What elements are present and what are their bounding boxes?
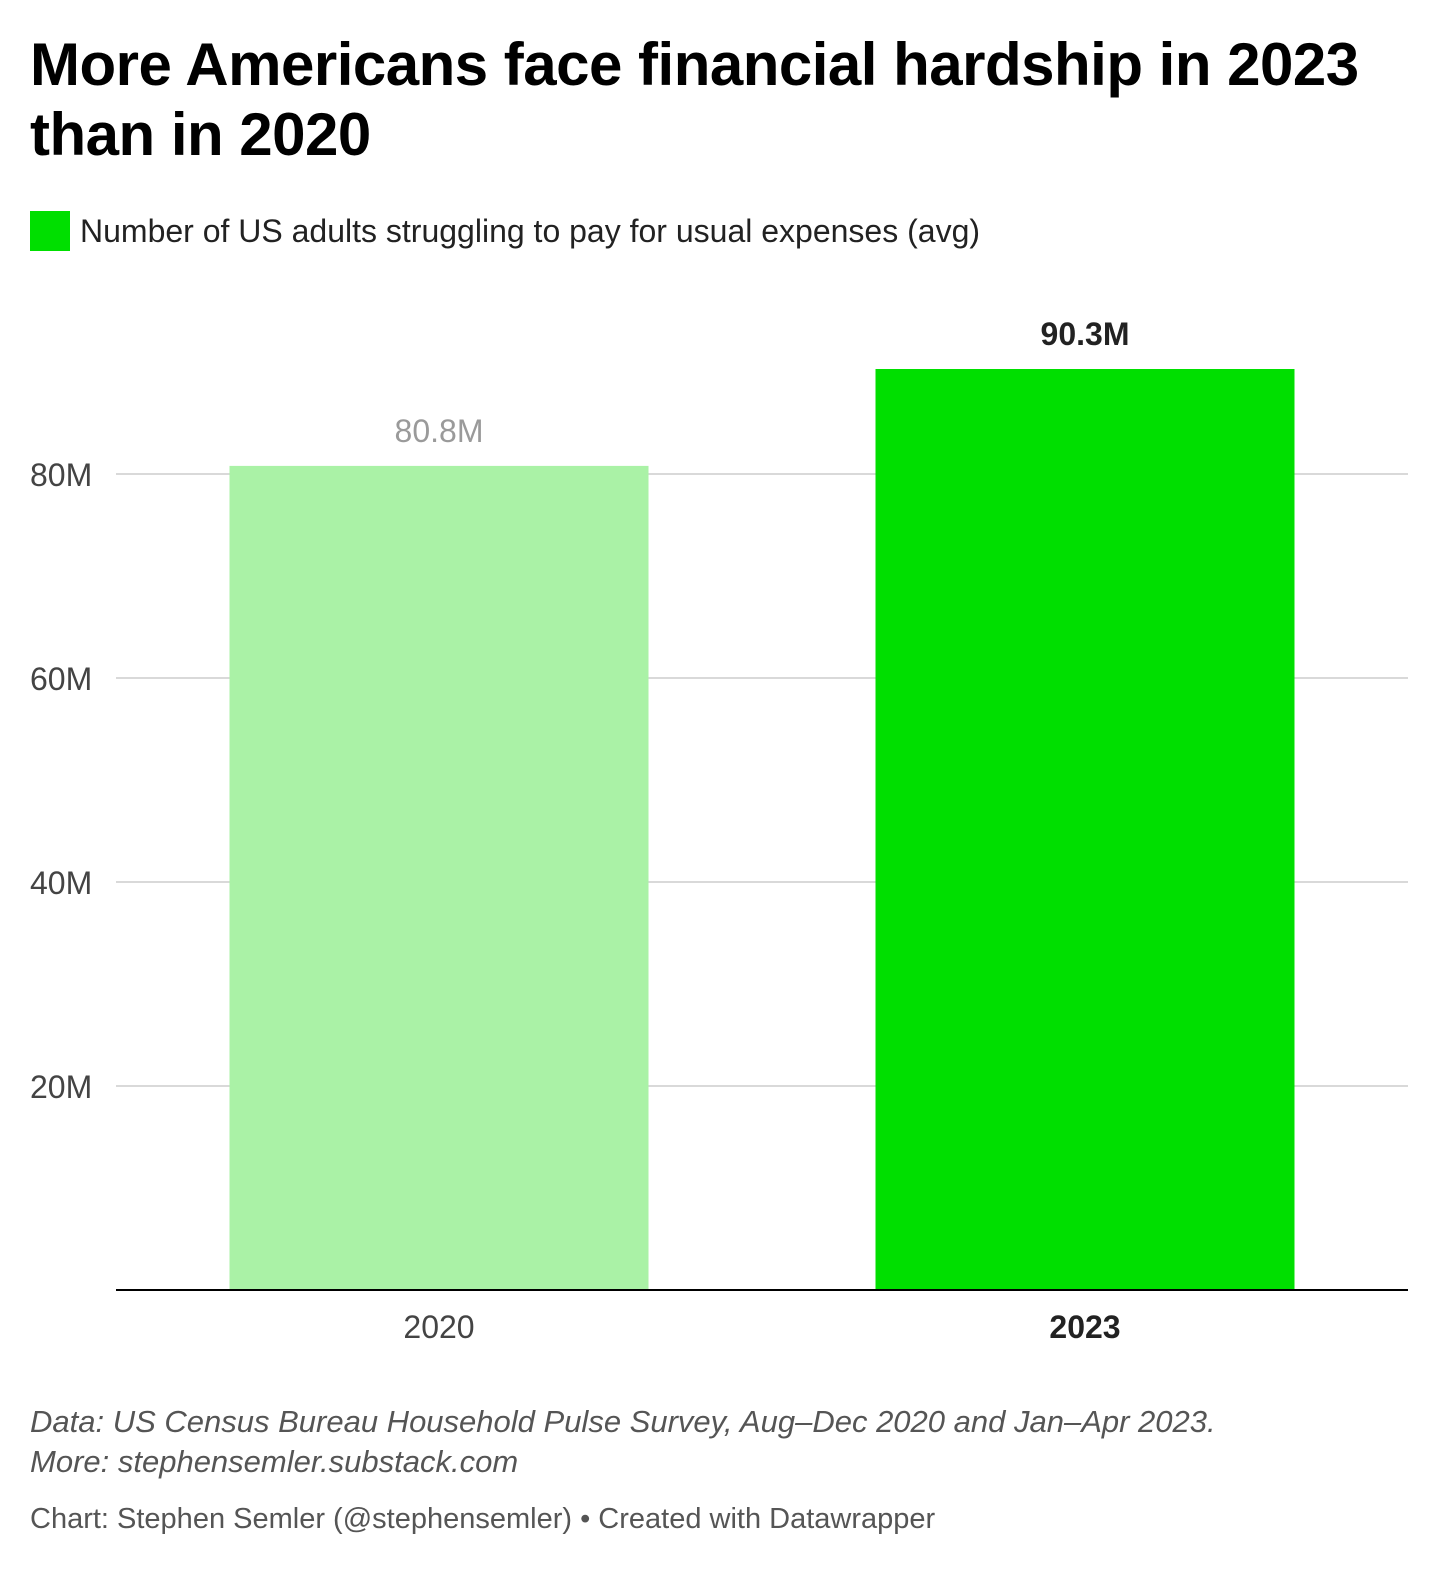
more-link-note: More: stephensemler.substack.com: [30, 1444, 519, 1479]
chart-title: More Americans face financial hardship i…: [30, 31, 1359, 168]
x-tick-label: 2023: [1049, 1309, 1120, 1345]
bar-value-label: 90.3M: [1041, 316, 1130, 352]
source-notes: Data: US Census Bureau Household Pulse S…: [30, 1402, 1430, 1482]
legend-label: Number of US adults struggling to pay fo…: [80, 212, 981, 249]
y-tick-label: 60M: [30, 661, 92, 697]
bar: [875, 369, 1295, 1290]
bar-chart: 20M 40M 60M 80M 80.8M 2020 90.3M 2023: [30, 316, 1408, 1345]
legend-swatch: [30, 211, 70, 251]
source-note: Data: US Census Bureau Household Pulse S…: [30, 1404, 1216, 1439]
bar-value-label: 80.8M: [395, 413, 484, 449]
y-tick-label: 40M: [30, 865, 92, 901]
x-tick-label: 2020: [403, 1309, 474, 1345]
legend: Number of US adults struggling to pay fo…: [30, 210, 980, 252]
y-tick-label: 20M: [30, 1069, 92, 1105]
bar: [229, 465, 649, 1290]
y-tick-label: 80M: [30, 457, 92, 493]
chart-byline: Chart: Stephen Semler (@stephensemler) •…: [30, 1503, 936, 1535]
